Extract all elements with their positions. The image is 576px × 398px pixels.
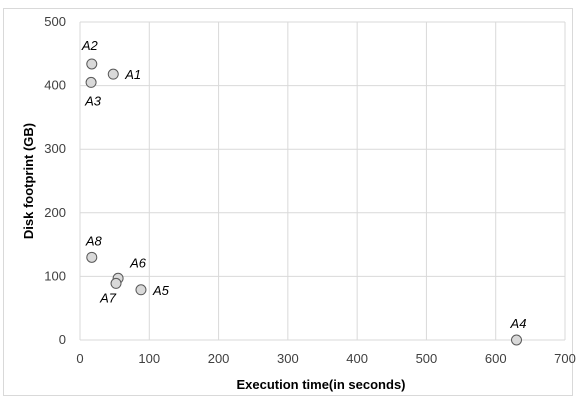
point-label-a7: A7: [99, 290, 117, 305]
y-axis-title: Disk footprint (GB): [21, 123, 36, 239]
data-point-a3: [85, 76, 97, 88]
data-point-a8: [86, 251, 98, 263]
data-point-a5: [135, 284, 147, 296]
data-point-a2: [86, 58, 98, 70]
x-tick-label: 0: [76, 351, 83, 366]
data-point-a7: [110, 277, 122, 289]
point-label-a5: A5: [152, 283, 170, 298]
y-axis-ticks: 0 100 200 300 400 500: [44, 14, 66, 347]
y-tick-label: 100: [44, 268, 66, 283]
point-label-a4: A4: [510, 316, 527, 331]
point-label-a6: A6: [129, 255, 147, 270]
y-tick-label: 200: [44, 205, 66, 220]
y-tick-label: 500: [44, 14, 66, 29]
chart-border: [3, 8, 573, 396]
x-tick-label: 500: [416, 351, 438, 366]
x-axis-title: Execution time(in seconds): [236, 377, 405, 392]
point-label-a8: A8: [85, 233, 103, 248]
y-tick-label: 300: [44, 141, 66, 156]
x-tick-label: 600: [485, 351, 507, 366]
x-tick-label: 700: [554, 351, 576, 366]
data-point-a4: [511, 334, 522, 346]
y-tick-label: 400: [44, 78, 66, 93]
point-labels: A1 A2 A3 A4 A5 A6 A7 A8: [81, 38, 527, 331]
gridlines: [79, 21, 566, 341]
x-tick-label: 300: [277, 351, 299, 366]
x-axis-ticks: 0 100 200 300 400 500 600 700: [76, 351, 575, 366]
point-label-a1: A1: [124, 67, 141, 82]
x-tick-label: 400: [346, 351, 368, 366]
data-points: [85, 58, 522, 346]
point-label-a2: A2: [81, 38, 99, 53]
y-tick-label: 0: [59, 332, 66, 347]
x-tick-label: 100: [138, 351, 160, 366]
point-label-a3: A3: [84, 93, 102, 108]
data-point-a1: [107, 68, 119, 80]
x-tick-label: 200: [208, 351, 230, 366]
